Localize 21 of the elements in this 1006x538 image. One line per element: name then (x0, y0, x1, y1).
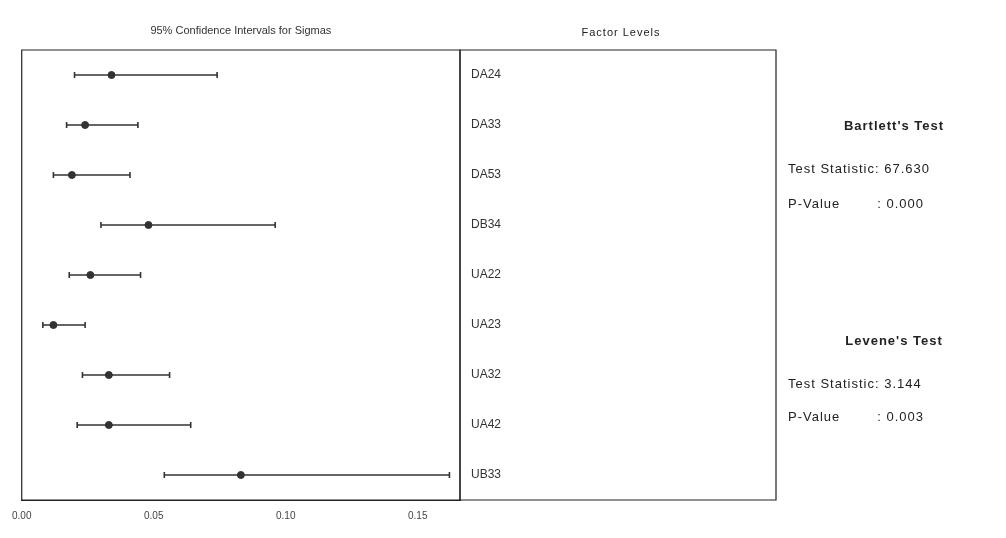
text: Test Statistic: 67.630 (788, 161, 931, 176)
chart-title: 95% Confidence Intervals for Sigmas (150, 23, 332, 36)
y-tick-label: DB34 (470, 217, 502, 232)
x-tick-label: 0.00 (12, 509, 32, 521)
x-tick-label: 0.15 (408, 509, 428, 521)
text: Levene's Test (844, 333, 944, 348)
y-tick-label: UA32 (470, 367, 502, 382)
text: Test Statistic: 3.144 (788, 376, 923, 391)
x-tick-label: 0.10 (276, 509, 296, 521)
x-tick-label: 0.05 (144, 509, 164, 521)
y-tick-label: UA42 (470, 417, 502, 432)
y-tick-label: UA23 (470, 317, 502, 332)
text: P-Value : 0.003 (788, 409, 925, 424)
text: Factor Levels (580, 26, 662, 38)
y-tick-label: UA22 (470, 267, 502, 282)
y-tick-label: DA33 (470, 117, 502, 132)
y-tick-label: DA53 (470, 167, 502, 182)
text: Bartlett's Test (842, 118, 946, 133)
y-tick-label: UB33 (470, 467, 502, 482)
text: P-Value : 0.000 (788, 196, 925, 211)
y-tick-label: DA24 (470, 67, 502, 82)
